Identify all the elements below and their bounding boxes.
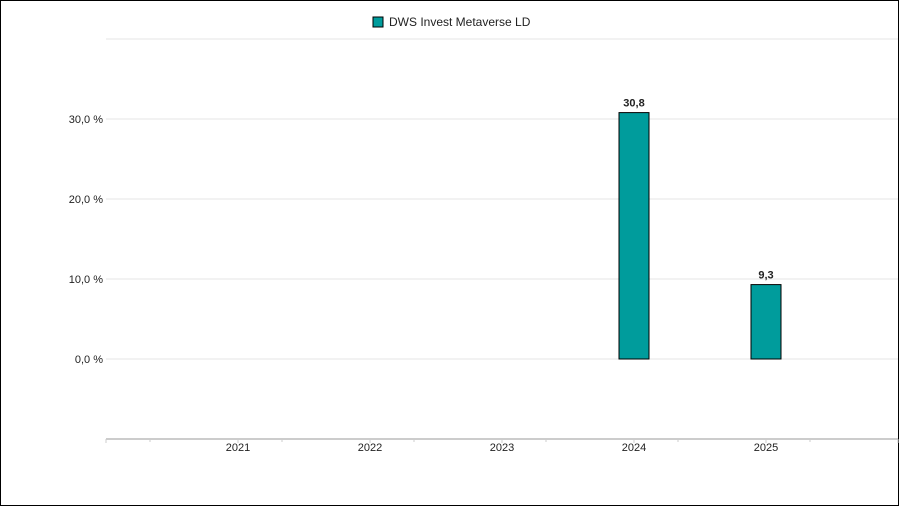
x-tick-label: 2025 bbox=[754, 442, 778, 454]
legend: DWS Invest Metaverse LD bbox=[372, 15, 531, 29]
x-axis: 2021 2022 2023 2024 2025 bbox=[105, 438, 899, 454]
y-tick-label: 20,0 % bbox=[69, 194, 103, 206]
x-tick-label: 2024 bbox=[622, 442, 646, 454]
bar-2024 bbox=[618, 112, 650, 360]
bars: 30,8 9,3 bbox=[618, 98, 782, 360]
data-label-2024: 30,8 bbox=[623, 98, 644, 110]
bar-2025 bbox=[750, 284, 782, 360]
legend-label: DWS Invest Metaverse LD bbox=[389, 15, 531, 29]
y-tick-label: 0,0 % bbox=[75, 354, 103, 366]
x-tick-label: 2023 bbox=[490, 442, 514, 454]
data-label-2025: 9,3 bbox=[758, 270, 773, 282]
y-tick-label: 30,0 % bbox=[69, 114, 103, 126]
y-axis-ticks: 0,0 % 10,0 % 20,0 % 30,0 % bbox=[69, 114, 103, 366]
legend-swatch bbox=[372, 16, 384, 28]
x-tick-label: 2022 bbox=[358, 442, 382, 454]
y-tick-label: 10,0 % bbox=[69, 274, 103, 286]
x-tick-label: 2021 bbox=[226, 442, 250, 454]
